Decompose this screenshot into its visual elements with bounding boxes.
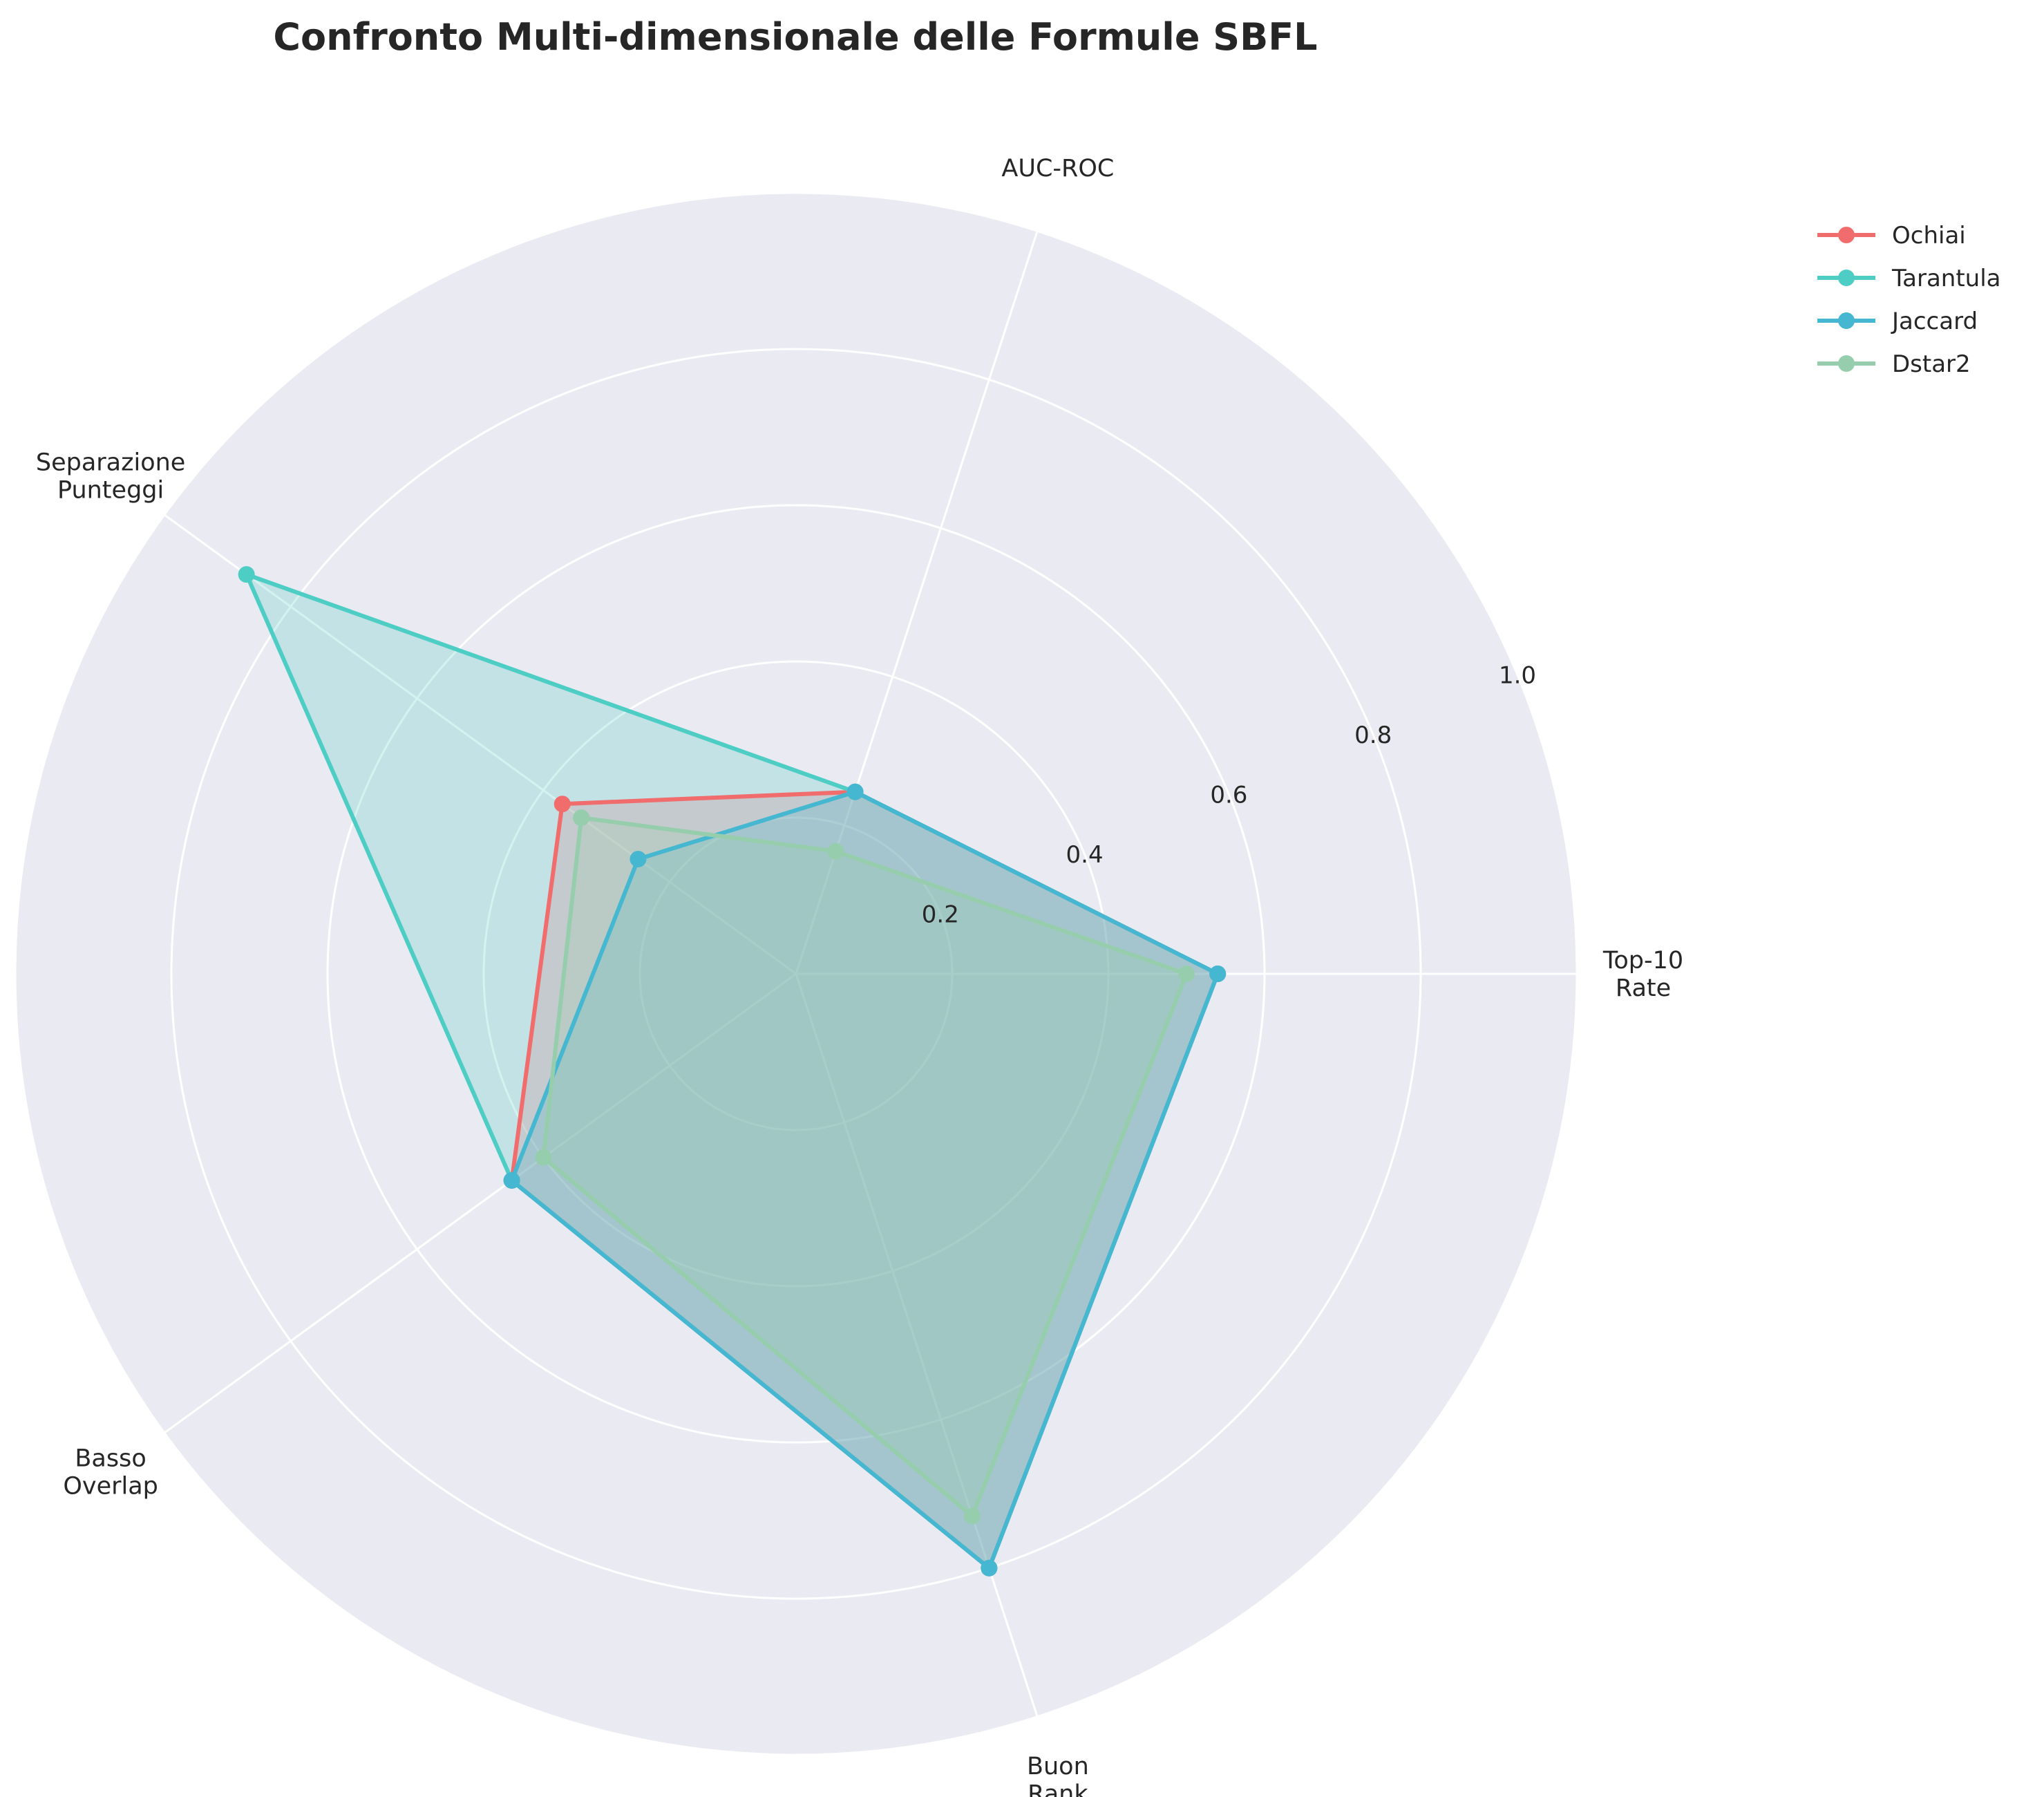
grid-spoke-2 [163,514,797,975]
axis-labels: Top-10 Rate AUC-ROC Separazione Punteggi Bass… [36,155,1683,1797]
series-fill-ochiai [511,791,1218,1568]
series-fill-tarantula [246,574,1218,1568]
grid-spoke-4 [795,973,1039,1718]
data-point-dstar2-2 [573,809,590,827]
data-point-dstar2-3 [535,1149,552,1166]
legend-label-jaccard: Jaccard [1891,308,1978,335]
legend-swatch-marker-jaccard [1838,312,1855,329]
radial-tick-label-4: 1.0 [1499,662,1536,690]
radial-tick-label-2: 0.6 [1210,782,1247,809]
series-layer [238,566,1227,1577]
axis-label-1: AUC-ROC [1001,155,1114,182]
radial-tick-label-0: 0.2 [922,901,959,929]
axis-label-4: Buon Rank [1027,1753,1089,1797]
series-fill-dstar2 [543,818,1186,1516]
data-point-tarantula-2 [238,566,255,583]
axis-label-3: Basso Overlap [63,1445,158,1500]
axis-label-0: Top-10 Rate [1602,947,1683,1002]
legend-label-ochiai: Ochiai [1892,222,1966,250]
radial-tick-label-1: 0.4 [1066,841,1104,869]
data-point-dstar2-0 [1178,966,1195,982]
chart-title: Confronto Multi-dimensionale delle Formu… [273,15,1318,59]
data-point-jaccard-3 [503,1172,520,1189]
legend-swatch-marker-dstar2 [1838,355,1855,372]
axis-label-2: Separazione Punteggi [36,449,185,504]
series-fill-jaccard [511,791,1218,1568]
grid-spoke-3 [163,972,797,1434]
legend-label-tarantula: Tarantula [1891,265,2001,292]
radial-tick-label-3: 0.8 [1354,722,1392,749]
data-point-ochiai-2 [553,796,571,813]
data-point-dstar2-1 [827,843,844,860]
radial-tick-labels: 0.2 0.4 0.6 0.8 1.0 [922,662,1536,929]
series-line-dstar2 [541,816,1189,1518]
data-point-jaccard-1 [846,783,864,800]
legend-label-dstar2: Dstar2 [1892,350,1971,378]
data-point-dstar2-4 [963,1507,981,1525]
data-point-jaccard-4 [981,1559,998,1577]
series-line-jaccard [509,789,1220,1570]
legend-swatch-marker-ochiai [1838,227,1855,243]
legend: Ochiai Tarantula Jaccard Dstar2 [1817,222,2001,378]
legend-swatch-marker-tarantula [1838,270,1855,286]
data-point-jaccard-0 [1209,966,1227,982]
data-point-jaccard-2 [630,850,647,867]
